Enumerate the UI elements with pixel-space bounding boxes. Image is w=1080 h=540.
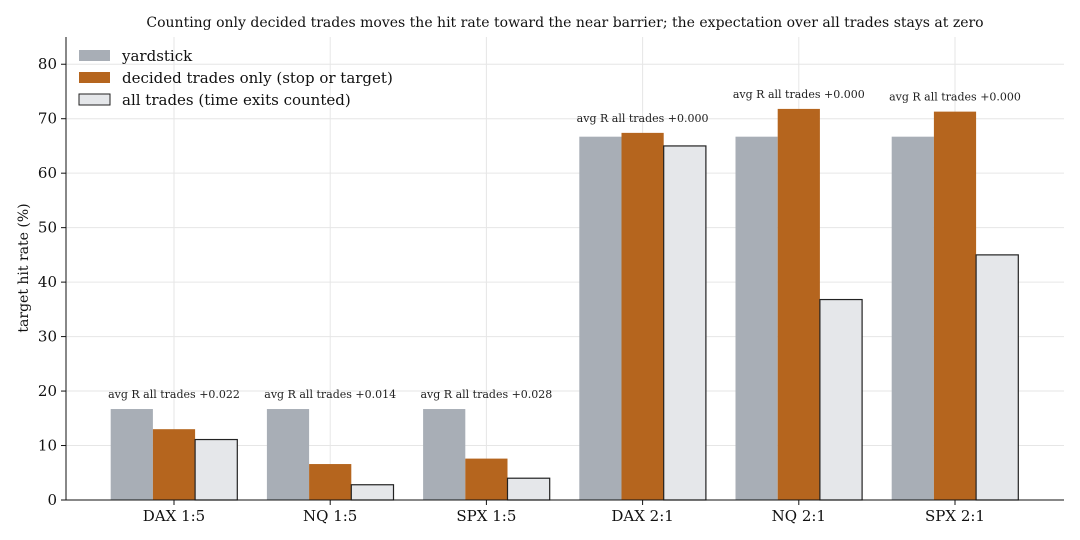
legend-swatch — [78, 93, 111, 106]
chart-title: Counting only decided trades moves the h… — [146, 15, 983, 31]
bar-all-trades — [663, 145, 707, 501]
bar-decided — [309, 464, 352, 500]
y-tick-label: 0 — [47, 491, 57, 509]
avg-r-annotation: avg R all trades +0.000 — [889, 91, 1021, 104]
bar-decided — [152, 429, 196, 500]
bar-decided — [465, 458, 508, 500]
x-tick-label: NQ 2:1 — [772, 507, 826, 525]
avg-r-annotation: avg R all trades +0.028 — [420, 388, 552, 401]
bar-all-trades — [194, 438, 238, 501]
legend-swatch — [79, 50, 110, 61]
y-tick-label: 10 — [38, 437, 57, 455]
bar-yardstick — [423, 409, 466, 500]
bar-yardstick — [579, 136, 622, 500]
x-tick-label: SPX 1:5 — [456, 507, 516, 525]
y-axis-label: target hit rate (%) — [16, 203, 32, 332]
legend: yardstick decided trades only (stop or ta… — [78, 47, 393, 109]
legend-label: yardstick — [121, 47, 193, 65]
bar-decided — [777, 108, 820, 500]
x-tick-label: DAX 2:1 — [611, 507, 673, 525]
bar-decided — [933, 111, 977, 501]
bar-all-trades — [975, 254, 1019, 501]
bar-yardstick — [266, 409, 310, 500]
avg-r-annotation: avg R all trades +0.000 — [733, 88, 865, 101]
y-tick-label: 20 — [38, 382, 57, 400]
y-tick-label: 30 — [38, 328, 57, 346]
bar-yardstick — [735, 136, 778, 500]
y-tick-label: 80 — [38, 55, 57, 73]
bar-all-trades — [350, 484, 395, 501]
avg-r-annotation: avg R all trades +0.000 — [577, 112, 709, 125]
x-tick-label: DAX 1:5 — [143, 507, 205, 525]
x-tick-label: NQ 1:5 — [303, 507, 357, 525]
y-tick-label: 40 — [38, 273, 57, 291]
bar-yardstick — [891, 136, 934, 500]
y-tick-label: 50 — [38, 219, 57, 237]
y-tick-label: 60 — [38, 164, 57, 182]
legend-label: all trades (time exits counted) — [122, 91, 351, 109]
bar-all-trades — [506, 477, 551, 501]
bar-decided — [621, 132, 664, 501]
bars — [110, 108, 1019, 501]
axes: 0 10 20 30 40 50 60 70 80 DAX 1:5 NQ 1:5 SPX 1:5 DAX… — [38, 37, 1064, 525]
avg-r-annotation: avg R all trades +0.022 — [108, 388, 240, 401]
annotations: avg R all trades +0.022 avg R all trades … — [108, 88, 1021, 401]
legend-label: decided trades only (stop or target) — [122, 69, 393, 87]
legend-swatch — [79, 72, 110, 83]
avg-r-annotation: avg R all trades +0.014 — [264, 388, 396, 401]
bar-yardstick — [110, 409, 153, 500]
bar-all-trades — [819, 298, 863, 501]
y-tick-label: 70 — [38, 110, 57, 128]
x-tick-label: SPX 2:1 — [925, 507, 985, 525]
